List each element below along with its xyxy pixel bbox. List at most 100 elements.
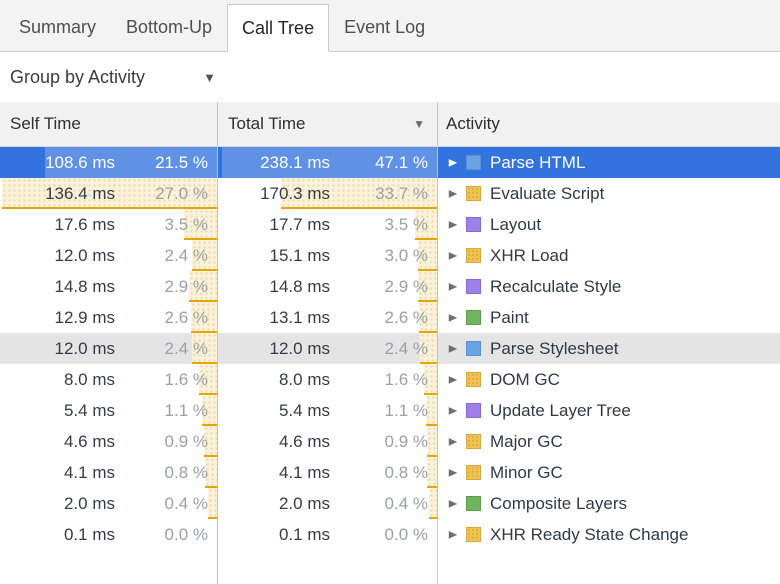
table-row[interactable]: 8.0 ms 1.6 % 8.0 ms 1.6 % ▶ DOM GC — [0, 364, 780, 395]
group-by-dropdown[interactable]: Group by Activity ▼ — [10, 67, 216, 88]
self-time-percent: 0.0 % — [164, 524, 208, 544]
self-time-value: 12.0 ms — [54, 245, 115, 265]
total-time-column-filler — [218, 550, 438, 584]
self-time-value: 12.0 ms — [54, 338, 115, 358]
table-row[interactable]: 136.4 ms 27.0 % 170.3 ms 33.7 % ▶ Evaluate Sc… — [0, 178, 780, 209]
total-time-percent: 3.0 % — [384, 245, 428, 265]
group-by-label: Group by Activity — [10, 66, 146, 87]
self-time-percent: 21.5 % — [155, 152, 208, 172]
expand-triangle-icon[interactable]: ▶ — [448, 436, 458, 448]
self-time-percentage-bar — [191, 302, 217, 333]
tab-summary[interactable]: Summary — [19, 17, 97, 37]
self-time-percentage-bar — [189, 271, 217, 302]
activity-column-filler — [438, 550, 780, 584]
expand-triangle-icon[interactable]: ▶ — [448, 343, 458, 355]
expand-triangle-icon[interactable]: ▶ — [448, 281, 458, 293]
activity-cell: ▶ Major GC — [438, 426, 780, 457]
call-tree-table: 108.6 ms 21.5 % 238.1 ms 47.1 % ▶ Parse HTML 1… — [0, 147, 780, 550]
total-time-percentage-bar — [427, 457, 437, 488]
total-time-percentage-bar — [222, 147, 437, 178]
expand-triangle-icon[interactable]: ▶ — [448, 529, 458, 541]
table-row[interactable]: 108.6 ms 21.5 % 238.1 ms 47.1 % ▶ Parse HTML — [0, 147, 780, 178]
expand-triangle-icon[interactable]: ▶ — [448, 467, 458, 479]
total-time-cell: 15.1 ms 3.0 % — [218, 240, 438, 271]
activity-cell: ▶ XHR Ready State Change — [438, 519, 780, 550]
table-row[interactable]: 2.0 ms 0.4 % 2.0 ms 0.4 % ▶ Composite Layers — [0, 488, 780, 519]
self-time-percentage-bar — [208, 488, 217, 519]
total-time-percent: 2.9 % — [384, 276, 428, 296]
self-time-cell: 0.1 ms 0.0 % — [0, 519, 218, 550]
table-row[interactable]: 12.0 ms 2.4 % 12.0 ms 2.4 % ▶ Parse Styleshee… — [0, 333, 780, 364]
column-header-total-time[interactable]: Total Time ▼ — [218, 102, 438, 146]
self-time-cell: 2.0 ms 0.4 % — [0, 488, 218, 519]
tab-bottom-up[interactable]: Bottom-Up — [126, 17, 213, 37]
expand-triangle-icon[interactable]: ▶ — [448, 498, 458, 510]
table-row[interactable]: 12.0 ms 2.4 % 15.1 ms 3.0 % ▶ XHR Load — [0, 240, 780, 271]
total-time-percentage-bar — [427, 426, 437, 457]
total-time-percent: 0.0 % — [384, 524, 428, 544]
expand-triangle-icon[interactable]: ▶ — [448, 188, 458, 200]
total-time-percent: 0.9 % — [384, 431, 428, 451]
chevron-down-icon: ▼ — [203, 69, 216, 85]
expand-triangle-icon[interactable]: ▶ — [448, 157, 458, 169]
self-time-value: 8.0 ms — [63, 369, 115, 389]
self-time-percent: 3.5 % — [164, 214, 208, 234]
activity-label: Parse HTML — [490, 152, 586, 172]
sort-desc-icon: ▼ — [413, 117, 425, 131]
activity-label: Layout — [490, 214, 542, 234]
total-time-value: 0.1 ms — [278, 524, 330, 544]
activity-cell: ▶ DOM GC — [438, 364, 780, 395]
activity-label: XHR Ready State Change — [490, 524, 689, 544]
scripting-category-swatch-icon — [466, 372, 481, 387]
rendering-category-swatch-icon — [466, 403, 481, 418]
self-time-column-filler — [0, 550, 218, 584]
total-time-cell: 14.8 ms 2.9 % — [218, 271, 438, 302]
painting-category-swatch-icon — [466, 310, 481, 325]
expand-triangle-icon[interactable]: ▶ — [448, 405, 458, 417]
column-header-activity[interactable]: Activity — [438, 102, 780, 146]
total-time-cell: 4.6 ms 0.9 % — [218, 426, 438, 457]
self-time-header-label: Self Time — [10, 114, 81, 133]
activity-cell: ▶ Layout — [438, 209, 780, 240]
total-time-value: 8.0 ms — [278, 369, 330, 389]
scripting-category-swatch-icon — [466, 465, 481, 480]
filter-toolbar: Group by Activity ▼ — [0, 52, 780, 102]
expand-triangle-icon[interactable]: ▶ — [448, 312, 458, 324]
scripting-category-swatch-icon — [466, 527, 481, 542]
table-row[interactable]: 5.4 ms 1.1 % 5.4 ms 1.1 % ▶ Update Layer Tree — [0, 395, 780, 426]
self-time-value: 14.8 ms — [54, 276, 115, 296]
self-time-cell: 8.0 ms 1.6 % — [0, 364, 218, 395]
total-time-percentage-bar — [420, 333, 437, 364]
total-time-percentage-bar — [424, 364, 437, 395]
expand-triangle-icon[interactable]: ▶ — [448, 374, 458, 386]
self-time-percent: 0.4 % — [164, 493, 208, 513]
table-row[interactable]: 0.1 ms 0.0 % 0.1 ms 0.0 % ▶ XHR Ready State C… — [0, 519, 780, 550]
table-row[interactable]: 4.6 ms 0.9 % 4.6 ms 0.9 % ▶ Major GC — [0, 426, 780, 457]
table-row[interactable]: 17.6 ms 3.5 % 17.7 ms 3.5 % ▶ Layout — [0, 209, 780, 240]
total-time-percent: 33.7 % — [375, 183, 428, 203]
self-time-percent: 2.4 % — [164, 338, 208, 358]
expand-triangle-icon[interactable]: ▶ — [448, 219, 458, 231]
scripting-category-swatch-icon — [466, 434, 481, 449]
table-row[interactable]: 4.1 ms 0.8 % 4.1 ms 0.8 % ▶ Minor GC — [0, 457, 780, 488]
self-time-value: 4.6 ms — [63, 431, 115, 451]
activity-cell: ▶ Parse HTML — [438, 147, 780, 178]
total-time-percentage-bar — [281, 178, 437, 209]
self-time-percentage-bar — [204, 426, 217, 457]
column-header-self-time[interactable]: Self Time — [0, 102, 218, 146]
total-time-percent: 0.8 % — [384, 462, 428, 482]
tab-call-tree[interactable]: Call Tree — [227, 4, 330, 52]
self-time-value: 12.9 ms — [54, 307, 115, 327]
total-time-value: 170.3 ms — [260, 183, 330, 203]
expand-triangle-icon[interactable]: ▶ — [448, 250, 458, 262]
activity-label: Minor GC — [490, 462, 563, 482]
table-row[interactable]: 12.9 ms 2.6 % 13.1 ms 2.6 % ▶ Paint — [0, 302, 780, 333]
total-time-value: 5.4 ms — [278, 400, 330, 420]
table-row[interactable]: 14.8 ms 2.9 % 14.8 ms 2.9 % ▶ Recalculate Sty… — [0, 271, 780, 302]
self-time-cell: 4.1 ms 0.8 % — [0, 457, 218, 488]
total-time-cell: 5.4 ms 1.1 % — [218, 395, 438, 426]
tab-event-log[interactable]: Event Log — [344, 17, 426, 37]
self-time-cell: 14.8 ms 2.9 % — [0, 271, 218, 302]
self-time-value: 2.0 ms — [63, 493, 115, 513]
self-time-cell: 5.4 ms 1.1 % — [0, 395, 218, 426]
